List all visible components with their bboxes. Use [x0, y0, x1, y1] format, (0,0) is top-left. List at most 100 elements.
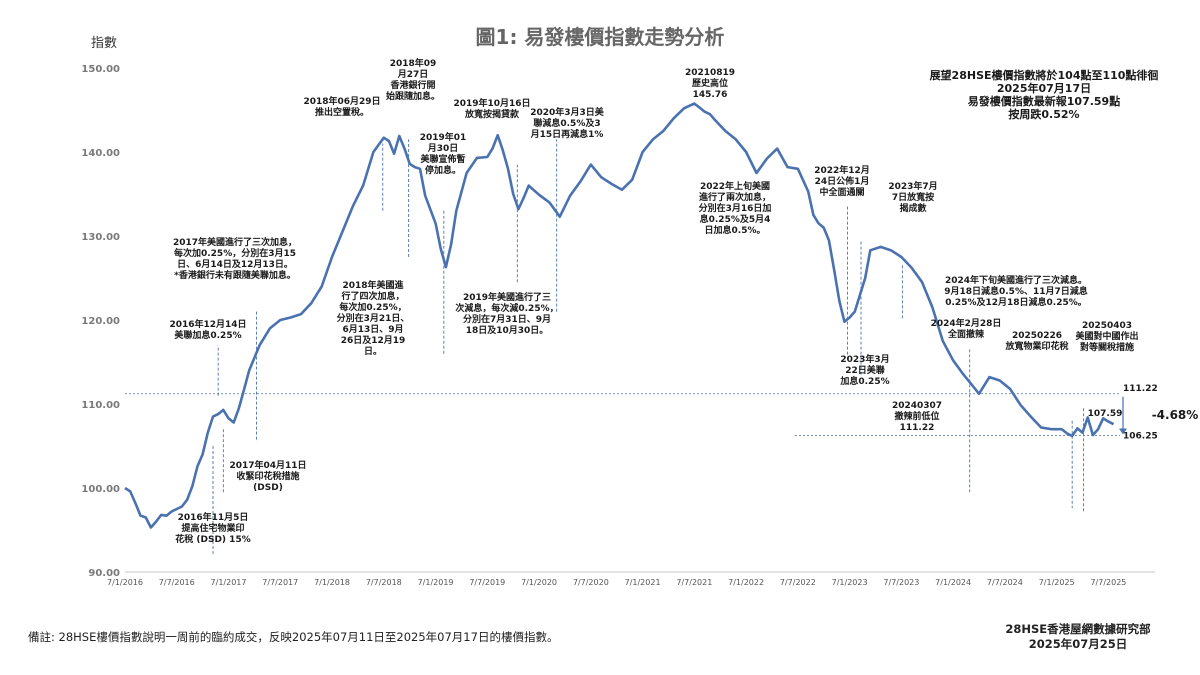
footer-note: 備註: 28HSE樓價指數說明一周前的臨約成交，反映2025年07月11日至20…	[28, 630, 558, 644]
annotation-text: 始跟隨加息。	[386, 90, 440, 102]
x-tick-label: 7/7/2016	[159, 578, 195, 587]
annotation-text: 停加息。	[425, 164, 461, 176]
annotation-text: 美聯宣佈暫	[420, 153, 465, 165]
y-axis-label: 指數	[91, 36, 117, 51]
latest-value-labels: 107.59 -4.68%	[1088, 396, 1199, 435]
y-tick-label: 100.00	[81, 484, 120, 495]
annotation-text: 中全面通關	[819, 186, 864, 198]
x-tick-label: 7/7/2022	[780, 578, 816, 587]
annotation-text: 進行了兩次加息，	[699, 191, 771, 203]
annotation-text: 9月18日減息0.5%、11月7日減息	[944, 285, 1088, 297]
annotation-text: 2022年上旬美國	[700, 180, 770, 192]
annotation-text: 2019年01	[420, 131, 467, 143]
reference-line-label: 106.25	[1123, 432, 1158, 442]
x-tick-label: 7/1/2021	[625, 578, 661, 587]
annotation-text: 日、6月14日及12月13日。	[177, 259, 293, 270]
latest-value-label: 107.59	[1088, 409, 1123, 419]
annotation-text: 揭成數	[899, 202, 927, 214]
y-tick-label: 130.00	[81, 232, 120, 243]
annotation-text: 2017年04月11日	[229, 459, 306, 471]
annotation-text: 分別在7月31日、9月	[463, 313, 551, 325]
annotation-text: 月27日	[397, 69, 429, 80]
x-tick-label: 7/7/2018	[366, 578, 402, 587]
annotation-text: 2019年美國進行了三	[463, 291, 551, 303]
annotation-text: 2016年11月5日	[178, 511, 249, 523]
x-tick-label: 7/7/2020	[573, 578, 609, 587]
header-line: 展望28HSE樓價指數將於104點至110點徘徊	[929, 68, 1159, 82]
annotation-text: 月30日	[427, 143, 459, 154]
x-tick-label: 7/7/2024	[987, 578, 1023, 587]
annotation-text: 24日公佈1月	[815, 175, 870, 187]
header-line: 易發樓價指數最新報107.59點	[968, 94, 1120, 108]
y-tick-label: 110.00	[81, 400, 120, 411]
annotation-text: 2020年3月3日美	[530, 106, 605, 118]
annotation-text: 2018年09	[390, 57, 437, 69]
annotation-text: 收緊印花稅措施	[236, 470, 299, 482]
annotation-text: 提高住宅物業印	[181, 522, 244, 534]
annotation-text: 7日放寬按	[892, 191, 934, 203]
reference-lines: 111.22 106.25	[125, 384, 1158, 442]
y-tick-label: 120.00	[81, 316, 120, 327]
annotation-text: 0.25%及12月18日減息0.25%。	[945, 296, 1087, 308]
x-tick-label: 7/1/2020	[521, 578, 557, 587]
annotation-text: 2023年7月	[888, 180, 937, 192]
annotation-text: 分別在3月21日、	[337, 312, 410, 324]
annotation-text: 2017年美國進行了三次加息，	[173, 236, 297, 248]
annotation-text: 放寬按揭貸款	[464, 108, 520, 120]
annotation-text: 2018年06月29日	[303, 95, 380, 107]
annotation-text: 20210819	[685, 68, 735, 78]
annotation-text: 花稅 (DSD) 15%	[175, 533, 250, 545]
annotation-text: 日。	[364, 346, 382, 357]
annotation-text: 145.76	[693, 90, 728, 100]
annotation-text: 2024年2月28日	[931, 317, 1002, 329]
x-axis-ticks: 7/1/2016 7/7/2016 7/1/2017 7/7/2017 7/1/2018…	[107, 578, 1126, 587]
annotation-text: 月15日再減息1%	[530, 128, 604, 140]
x-tick-label: 7/1/2024	[935, 578, 971, 587]
annotation-text: 18日及10月30日。	[466, 325, 549, 336]
annotation-text: 20250226	[1012, 331, 1062, 341]
x-tick-label: 7/7/2021	[676, 578, 712, 587]
annotation-text: (DSD)	[253, 483, 283, 493]
y-axis-ticks: 150.00 140.00 130.00 120.00 110.00 100.00 90.0…	[81, 64, 1155, 579]
annotation-text: 撤辣前低位	[894, 410, 939, 422]
annotation-text: 22日美聯	[845, 364, 885, 376]
y-tick-label: 150.00	[81, 64, 120, 75]
annotation-text: 2024年下旬美國進行了三次減息。	[945, 274, 1087, 286]
annotation-text: 推出空置稅。	[315, 106, 369, 118]
header-line: 2025年07月17日	[997, 81, 1091, 95]
annotation-text: 分別在3月16日加	[699, 202, 772, 214]
reference-line-label: 111.22	[1123, 384, 1158, 394]
annotation-text: 香港銀行開	[389, 79, 435, 91]
annotation-text: 每次加0.25%，	[339, 301, 406, 313]
x-tick-label: 7/1/2019	[418, 578, 454, 587]
annotation-text: 美聯加息0.25%	[174, 329, 241, 341]
annotation-text: 歷史高位	[692, 77, 728, 89]
annotation-text: 2018年美國進	[342, 279, 404, 291]
x-tick-label: 7/7/2025	[1090, 578, 1126, 587]
annotation-text: 2023年3月	[840, 353, 889, 365]
annotation-text: 20240307	[892, 401, 942, 411]
annotation-text: 2019年10月16日	[453, 97, 530, 109]
chart-title: 圖1: 易發樓價指數走勢分析	[476, 25, 725, 49]
x-tick-label: 7/1/2017	[211, 578, 247, 587]
x-tick-label: 7/1/2025	[1039, 578, 1075, 587]
x-tick-label: 7/1/2023	[832, 578, 868, 587]
annotation-text: 加息0.25%	[839, 375, 889, 387]
annotation-text: 行了四次加息，	[340, 290, 404, 302]
footer-date: 2025年07月25日	[1029, 637, 1128, 651]
x-tick-label: 7/1/2022	[728, 578, 764, 587]
change-percent-label: -4.68%	[1152, 408, 1199, 422]
series-line	[124, 102, 1115, 529]
annotation-text: 美國對中國作出	[1075, 330, 1138, 342]
annotation-text: 2022年12月	[814, 164, 870, 176]
annotation-text: 息0.25%及5月4	[700, 213, 771, 225]
annotation-text: *香港銀行未有跟隨美聯加息。	[174, 269, 296, 281]
annotation-text: 每次加0.25%，分別在3月15	[174, 247, 296, 259]
x-tick-label: 7/1/2018	[314, 578, 350, 587]
annotation-text: 20250403	[1082, 321, 1132, 331]
annotation-text: 聯減息0.5%及3	[533, 117, 600, 129]
x-tick-label: 7/7/2023	[883, 578, 919, 587]
